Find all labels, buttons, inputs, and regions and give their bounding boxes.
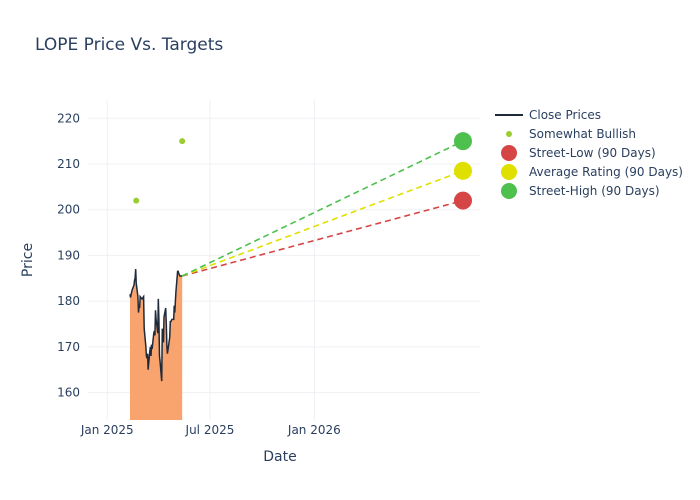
target-point <box>453 132 472 151</box>
close-prices-series <box>129 269 183 382</box>
x-axis: Jan 2025 Jul 2025 Jan 2026 <box>80 423 341 437</box>
legend-item[interactable]: Street-Low (90 Days) <box>501 145 656 161</box>
legend-dot-swatch <box>501 145 517 161</box>
close-prices-line <box>129 269 183 382</box>
target-line <box>181 199 464 277</box>
markers <box>133 132 472 210</box>
legend-label: Somewhat Bullish <box>529 127 636 141</box>
legend-dot-swatch <box>501 164 517 180</box>
legend-item[interactable]: Street-High (90 Days) <box>501 183 660 199</box>
x-tick-label: Jul 2025 <box>185 423 235 437</box>
target-point <box>453 161 472 180</box>
legend-label: Close Prices <box>529 108 601 122</box>
x-tick-label: Jan 2025 <box>80 423 134 437</box>
y-tick-label: 210 <box>57 157 80 171</box>
target-line <box>181 140 464 277</box>
chart-title: LOPE Price Vs. Targets <box>35 35 223 55</box>
legend-label: Street-High (90 Days) <box>529 184 660 198</box>
legend-label: Average Rating (90 Days) <box>529 165 683 179</box>
legend[interactable]: Close Prices Somewhat Bullish Street-Low (… <box>495 108 683 199</box>
somewhat-bullish-point <box>179 138 186 145</box>
legend-item[interactable]: Average Rating (90 Days) <box>501 164 683 180</box>
legend-item[interactable]: Somewhat Bullish <box>506 127 636 141</box>
y-tick-label: 200 <box>57 203 80 217</box>
somewhat-bullish-point <box>133 197 140 204</box>
y-axis: 160 170 180 190 200 210 220 <box>57 111 80 399</box>
close-prices-area <box>129 269 183 420</box>
legend-label: Street-Low (90 Days) <box>529 146 656 160</box>
y-tick-label: 170 <box>57 340 80 354</box>
price-area <box>129 269 183 420</box>
target-line <box>181 170 464 277</box>
legend-item[interactable]: Close Prices <box>495 108 601 122</box>
target-point <box>453 191 472 210</box>
legend-dot-swatch <box>506 131 512 137</box>
y-tick-label: 190 <box>57 248 80 262</box>
y-tick-label: 180 <box>57 294 80 308</box>
y-tick-label: 220 <box>57 111 80 125</box>
y-axis-title: Price <box>20 243 36 277</box>
x-axis-title: Date <box>263 449 296 465</box>
target-lines <box>181 140 464 277</box>
x-tick-label: Jan 2026 <box>287 423 341 437</box>
y-tick-label: 160 <box>57 386 80 400</box>
legend-dot-swatch <box>501 183 517 199</box>
